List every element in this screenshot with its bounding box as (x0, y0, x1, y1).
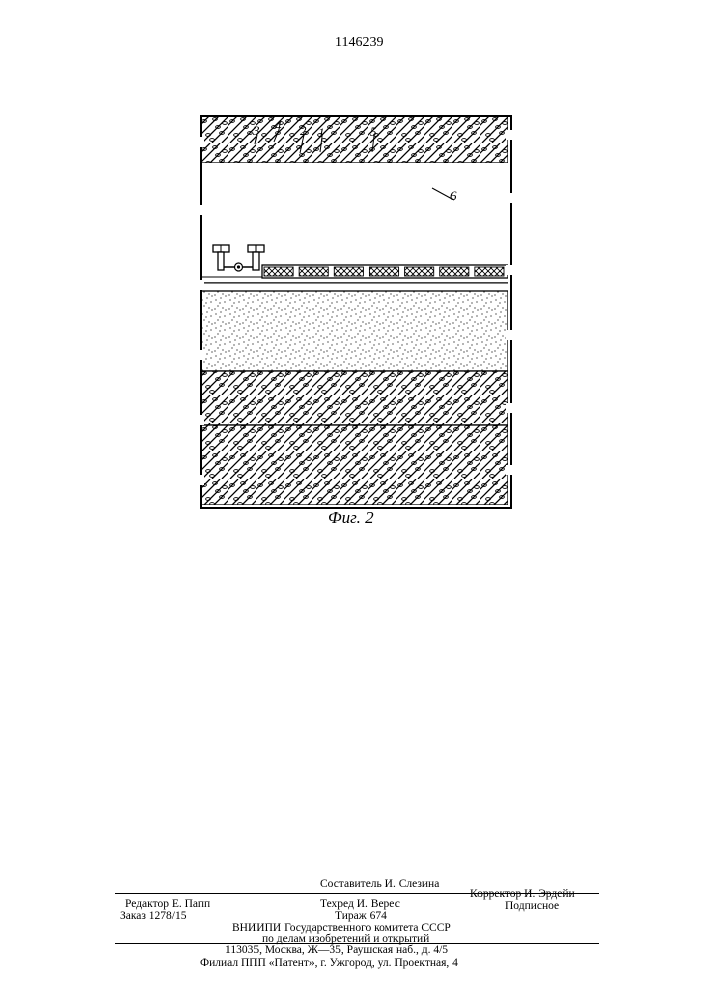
footer-line: Заказ 1278/15 (120, 910, 187, 922)
footer-line: Корректор И. Эрдейи (470, 888, 575, 900)
footer-line: Филиал ППП «Патент», г. Ужгород, ул. Про… (200, 957, 458, 969)
footer-line: Составитель И. Слезина (320, 878, 439, 890)
callout-3: 3 (253, 123, 260, 139)
footer-line: Редактор Е. Папп (125, 898, 210, 910)
page-number: 1146239 (335, 35, 383, 51)
callout-6: 6 (450, 188, 457, 204)
figure-label: Фиг. 2 (328, 508, 374, 528)
callout-overlay (180, 95, 568, 525)
footer-line: Техред И. Верес (320, 898, 400, 910)
callout-1: 1 (318, 125, 325, 141)
footer-line: Тираж 674 (335, 910, 387, 922)
footer-line: 113035, Москва, Ж—35, Раушская наб., д. … (225, 944, 448, 956)
callout-5: 5 (370, 124, 377, 140)
footer-line: Подписное (505, 900, 559, 912)
callout-4: 4 (275, 118, 282, 134)
callout-2: 2 (300, 123, 307, 139)
